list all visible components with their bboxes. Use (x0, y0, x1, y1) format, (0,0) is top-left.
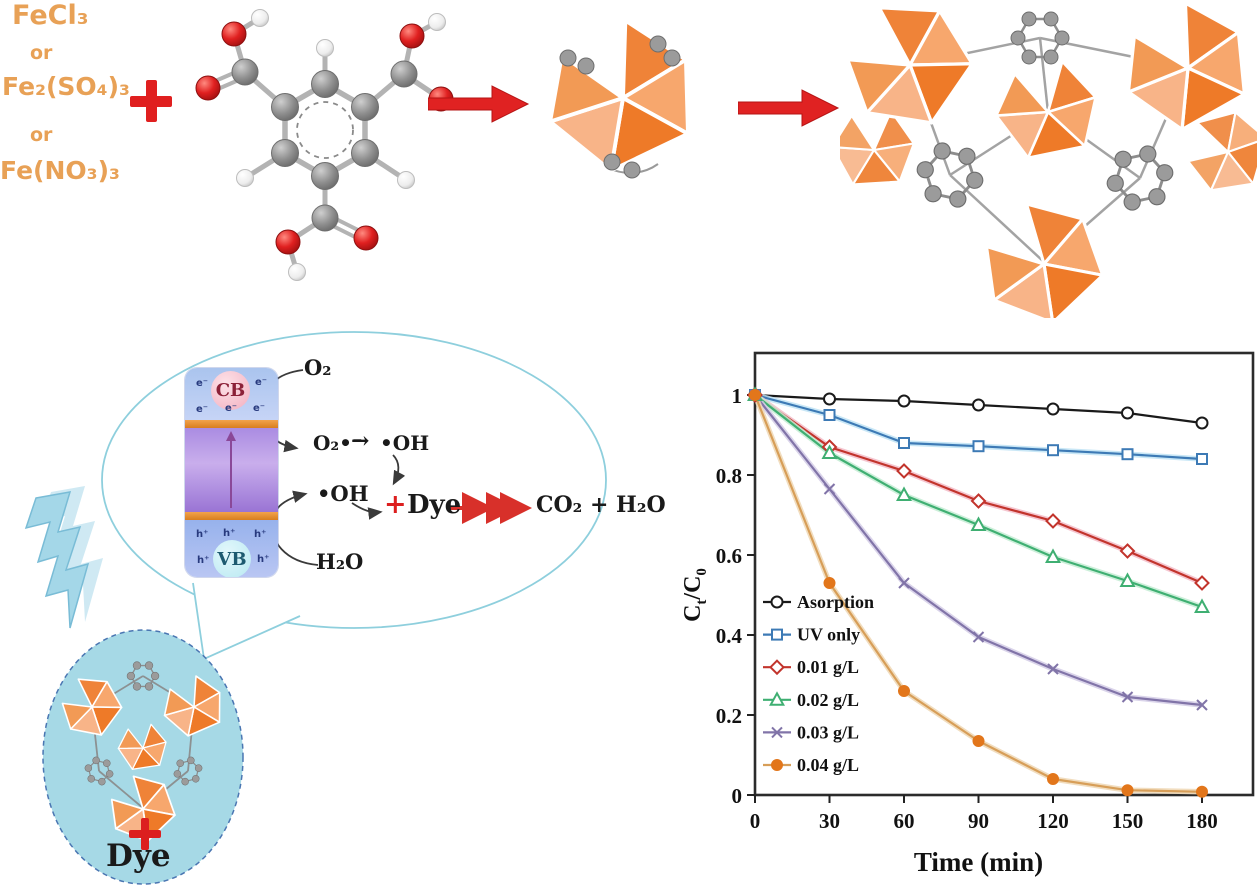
carbon-atoms (231, 58, 418, 232)
hole-symbol: h⁺ (257, 554, 270, 565)
h2o-label: H₂O (316, 549, 364, 574)
mof-in-oval (57, 661, 233, 842)
degradation-chart: 0 0.2 0.4 0.6 0.8 1 0 30 60 90 120 150 180 Time (min)… (680, 351, 1255, 877)
hole-symbol: h⁺ (223, 528, 236, 539)
svg-text:0.4: 0.4 (716, 624, 743, 648)
svg-text:0: 0 (750, 809, 761, 833)
svg-text:180: 180 (1186, 809, 1218, 833)
svg-text:30: 30 (819, 809, 840, 833)
hole-symbol: h⁺ (197, 555, 210, 566)
reaction-arrow-2 (738, 89, 840, 127)
reagent-feno33: Fe(NO₃)₃ (0, 156, 120, 185)
dye-plus-sign: + (384, 489, 407, 520)
hydroxyl-radical-lower: •OH (317, 481, 369, 506)
hole-symbol: h⁺ (196, 529, 209, 540)
conduction-band-section: e⁻ e⁻ CB e⁻ e⁻ e⁻ (185, 368, 278, 420)
electron-symbol: e⁻ (253, 403, 266, 414)
band-edge-bar (185, 420, 278, 428)
electron-symbol: e⁻ (196, 404, 209, 415)
cb-label: CB (211, 371, 250, 410)
oval-plus-icon (129, 818, 161, 850)
svg-text:0.03 g/L: 0.03 g/L (797, 722, 859, 742)
plus-icon (130, 80, 172, 122)
reaction-arrow-1 (428, 85, 530, 123)
svg-text:120: 120 (1037, 809, 1069, 833)
svg-text:Time (min): Time (min) (914, 847, 1043, 877)
band-gap-arrow (226, 431, 236, 508)
or-label-1: or (30, 42, 53, 64)
hole-symbol: h⁺ (254, 529, 267, 540)
svg-text:Asorption: Asorption (797, 592, 874, 612)
trimesic-acid-molecule (195, 9, 454, 281)
linker-atoms (559, 35, 681, 179)
band-edge-bar (185, 512, 278, 520)
svg-text:90: 90 (968, 809, 989, 833)
svg-text:0: 0 (732, 784, 743, 808)
svg-text:UV only: UV only (797, 625, 860, 645)
valence-band-section: h⁺ h⁺ h⁺ h⁺ h⁺ VB (185, 520, 278, 577)
svg-text:0.02 g/L: 0.02 g/L (797, 690, 859, 710)
reagent-fe2so43: Fe₂(SO₄)₃ (2, 72, 130, 101)
svg-text:0.8: 0.8 (716, 464, 742, 488)
fe3o-cluster (530, 10, 718, 190)
products-label: CO₂ + H₂O (536, 492, 666, 518)
svg-text:60: 60 (894, 809, 915, 833)
photocatalysis-scene (24, 486, 244, 885)
svg-text:0.01 g/L: 0.01 g/L (797, 657, 859, 677)
or-label-2: or (30, 124, 53, 146)
svg-text:0.2: 0.2 (716, 704, 742, 728)
o2-label: O₂ (304, 355, 332, 380)
svg-text:Ct/C0: Ct/C0 (680, 568, 710, 622)
mof-structure (840, 0, 1257, 318)
hydroxyl-radical-upper: •OH (380, 431, 430, 455)
vb-label: VB (213, 540, 251, 577)
uv-lightning-icon (24, 486, 103, 629)
band-gap-section (185, 428, 278, 512)
electron-symbol: e⁻ (255, 377, 268, 388)
band-diagram: e⁻ e⁻ CB e⁻ e⁻ e⁻ h⁺ h⁺ h⁺ h⁺ h⁺ VB (185, 368, 278, 577)
svg-text:1: 1 (732, 384, 743, 408)
electron-symbol: e⁻ (196, 378, 209, 389)
oval-dye-label: Dye (106, 838, 171, 874)
svg-text:0.04 g/L: 0.04 g/L (797, 755, 859, 775)
dye-label: Dye (407, 490, 462, 520)
superoxide-label: O₂•⁻ (313, 431, 363, 455)
svg-text:0.6: 0.6 (716, 544, 742, 568)
reagent-fecl3: FeCl₃ (12, 0, 89, 31)
right-arrow: → (351, 428, 370, 454)
hydrogen-atoms (236, 9, 446, 281)
electron-symbol: e⁻ (225, 403, 238, 414)
svg-text:150: 150 (1112, 809, 1144, 833)
